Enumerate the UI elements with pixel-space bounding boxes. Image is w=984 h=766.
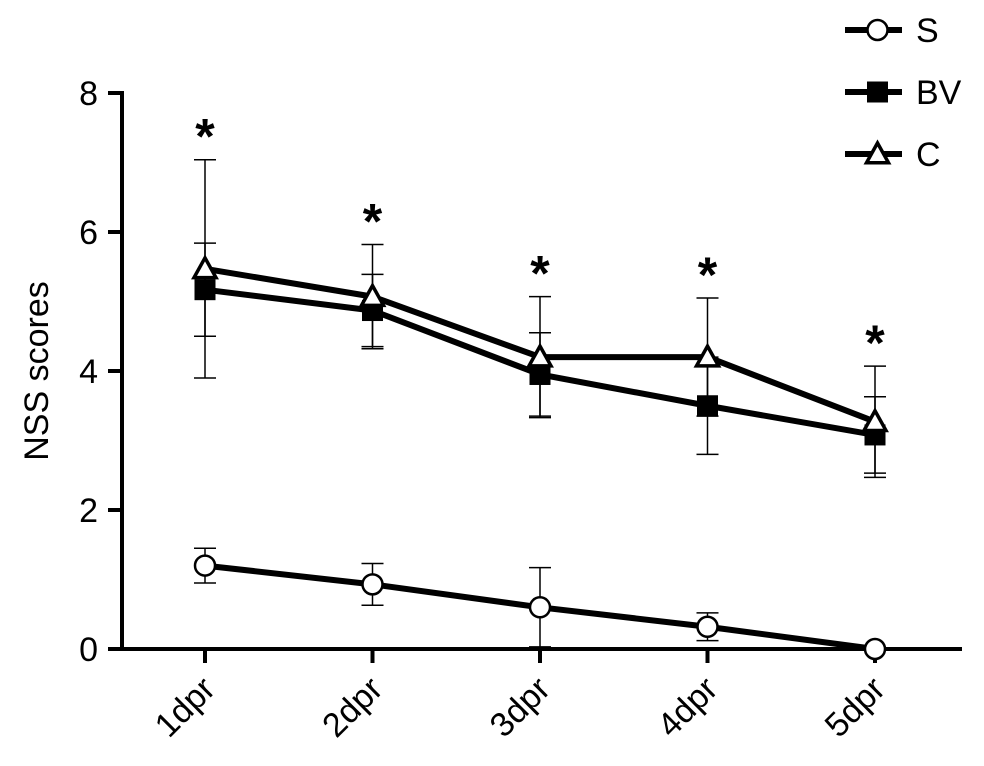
y-tick-label: 2 [79, 492, 98, 530]
legend: S BV C [845, 12, 962, 174]
legend-label-c: C [916, 136, 941, 174]
significance-markers: * * * * * [195, 109, 885, 371]
y-tick-label: 6 [79, 214, 98, 252]
significance-star: * [698, 247, 718, 303]
significance-star: * [865, 315, 885, 371]
data-point-c [358, 282, 387, 308]
legend-marker-s [866, 18, 889, 42]
data-point-c [526, 342, 554, 368]
legend-marker-bv [867, 81, 888, 103]
y-axis-label: NSS scores [18, 281, 56, 461]
legend-item-bv: BV [845, 74, 962, 112]
legend-label-bv: BV [916, 74, 962, 112]
y-tick-label: 0 [79, 631, 98, 669]
y-tick-label: 4 [79, 353, 98, 391]
x-tick-label: 3dpr [483, 670, 558, 745]
data-point-s [696, 615, 719, 639]
data-point-s [528, 596, 552, 619]
data-point-bv [697, 395, 718, 417]
data-point-c [861, 407, 889, 433]
data-point-c [693, 342, 722, 368]
data-point-s [863, 637, 887, 661]
legend-item-c: C [845, 136, 941, 174]
data-markers [191, 254, 889, 661]
y-tick-label: 8 [79, 75, 98, 113]
significance-star: * [195, 109, 215, 165]
x-tick-label: 1dpr [148, 670, 223, 745]
significance-star: * [530, 246, 550, 302]
data-point-s [361, 573, 384, 596]
data-point-bv [194, 279, 216, 301]
data-point-c [191, 254, 219, 280]
legend-marker-c [863, 139, 892, 165]
data-point-s [193, 554, 217, 577]
legend-item-s: S [845, 12, 939, 50]
x-tick-label: 5dpr [818, 670, 893, 745]
x-tick-label: 4dpr [650, 670, 725, 745]
x-tick-label: 2dpr [315, 670, 390, 745]
significance-star: * [363, 194, 383, 250]
legend-label-s: S [916, 12, 939, 50]
